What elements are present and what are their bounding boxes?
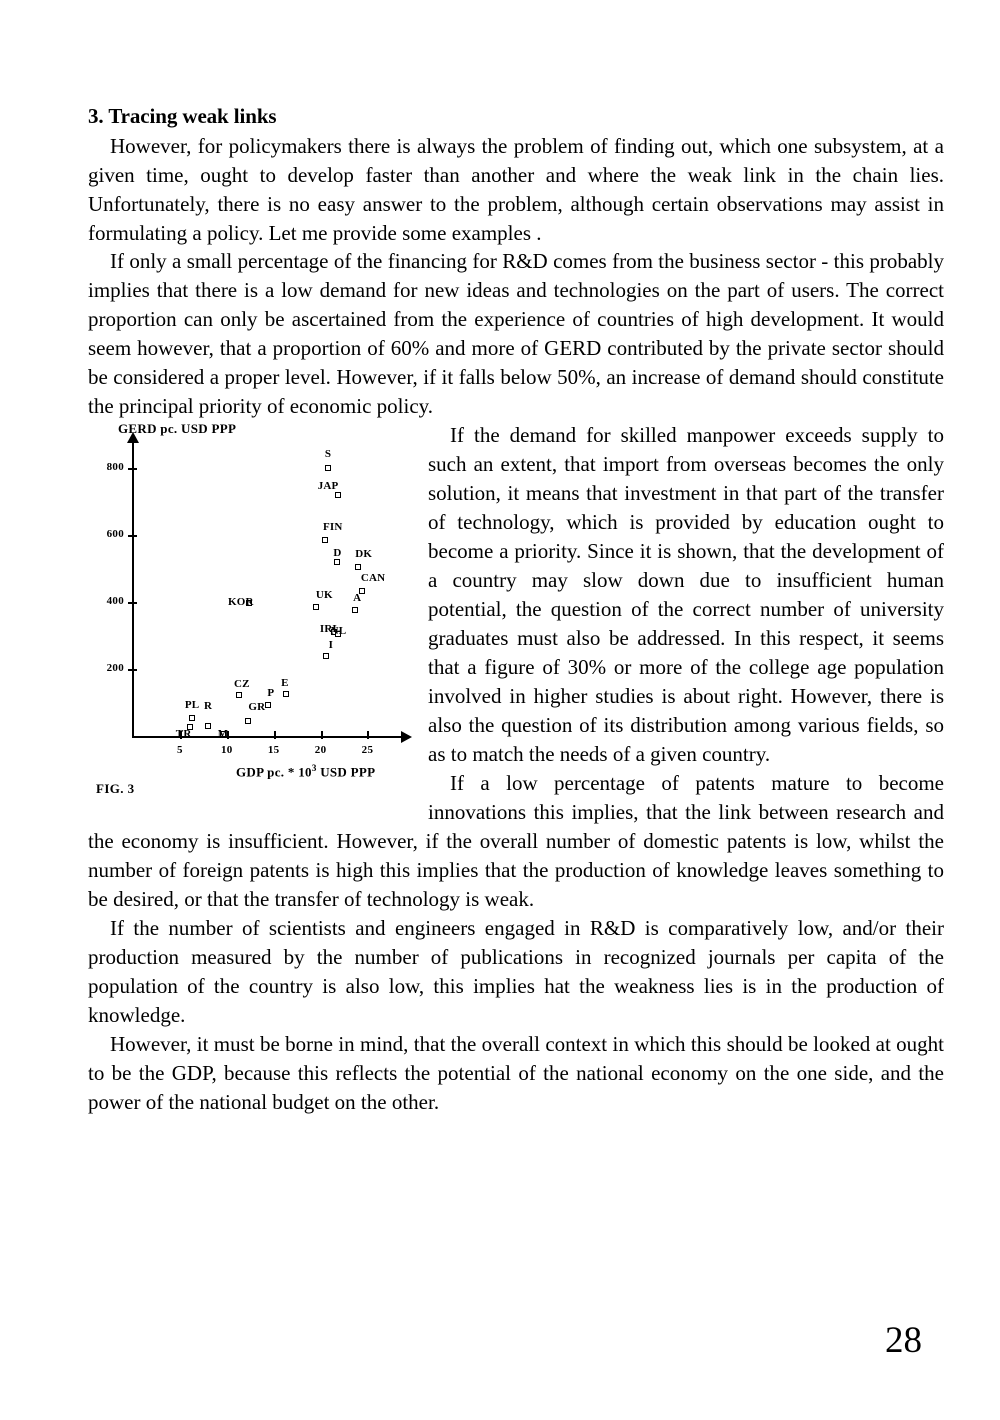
scatter-plot-area: 200 400 600 800 5 10 15 20 25 S JAP FIN D DK CAN UK A I… (107, 432, 412, 756)
data-point-dk (355, 564, 362, 570)
data-point-label-fin: FIN (322, 521, 343, 534)
y-tick-label: 600 (106, 528, 124, 541)
y-tick-600: 600 (107, 528, 137, 540)
page-number: 28 (885, 1320, 922, 1361)
data-point-tr (187, 723, 194, 730)
figure-3: GERD pc. USD PPP 200 400 600 800 5 10 15 20 25 … (88, 421, 418, 821)
paragraph-5: If the number of scientists and engineer… (88, 915, 944, 1027)
paragraph-6: However, it must be borne in mind, that … (88, 1031, 944, 1114)
data-point-fin (322, 536, 329, 543)
x-tick-label: 15 (267, 744, 280, 757)
x-axis-line (132, 736, 404, 739)
x-tick-25 (367, 731, 370, 740)
data-point-can (358, 588, 365, 595)
data-point-label-dk: DK (355, 547, 373, 560)
data-point-pl (189, 714, 196, 721)
data-point-a (352, 606, 359, 613)
x-axis-title-exponent: 3 (311, 763, 317, 774)
data-point-label-irl: IRL (319, 623, 341, 636)
data-point-label-m: M (217, 727, 229, 740)
data-point-uk (312, 604, 319, 611)
x-tick-20 (320, 731, 323, 740)
x-axis-title-suffix: USD PPP (316, 764, 376, 780)
y-axis-arrow-icon (127, 432, 139, 444)
y-tick-label: 400 (106, 595, 124, 608)
data-point-label-d: D (333, 547, 342, 560)
data-point-nl (335, 631, 342, 638)
y-tick-800: 800 (107, 461, 137, 473)
paragraph-3: If the demand for skilled manpower excee… (428, 423, 944, 766)
data-point-cz (235, 692, 242, 699)
data-point-label-p: P (267, 687, 275, 700)
data-point-i (323, 653, 330, 660)
figure-float-container: GERD pc. USD PPP 200 400 600 800 5 10 15 20 25 … (88, 421, 418, 821)
x-tick-15 (273, 731, 276, 740)
x-axis-title-prefix: GDP pc. * 10 (236, 764, 312, 780)
data-point-label-pl: PL (184, 699, 200, 712)
paragraph-2: If only a small percentage of the financ… (88, 249, 944, 419)
paragraph-1: However, for policymakers there is alway… (88, 133, 944, 245)
data-point-label-can: CAN (360, 571, 386, 584)
x-tick-label: 20 (314, 744, 327, 757)
y-tick-label: 800 (106, 461, 124, 474)
data-point-label-cz: CZ (233, 678, 250, 691)
x-axis-title: GDP pc. * 103 USD PPP (236, 763, 375, 780)
data-point-label-gr: GR (248, 701, 266, 714)
y-axis-line (132, 441, 134, 739)
y-tick-label: 200 (106, 662, 124, 675)
data-point-r (205, 723, 212, 730)
data-point-label-uk: UK (315, 588, 333, 601)
data-point-label-i: I (328, 639, 334, 652)
data-point-label-s: S (324, 447, 332, 460)
data-point-label-a: A (353, 591, 362, 604)
page-content: 3. Tracing weak links However, for polic… (88, 104, 944, 1117)
x-axis-arrow-icon (401, 731, 412, 744)
y-axis-title: GERD pc. USD PPP (118, 421, 237, 437)
data-point-e (282, 691, 289, 698)
x-tick-label: 5 (176, 744, 183, 757)
data-point-m (220, 731, 227, 738)
figure-caption: FIG. 3 (96, 781, 135, 797)
x-tick-5 (179, 731, 182, 740)
data-point-jap (335, 491, 342, 498)
x-tick-label: 10 (220, 744, 233, 757)
data-point-gr (245, 717, 252, 724)
x-tick-10 (226, 731, 229, 740)
x-tick-label: 25 (361, 744, 374, 757)
data-point-label-r: R (203, 700, 213, 713)
data-point-label-tr: TR (175, 727, 192, 740)
data-point-label-e: E (281, 676, 289, 689)
data-point-label-nl: NL (330, 625, 347, 638)
data-point-p (265, 701, 272, 708)
data-point-label-jap: JAP (317, 479, 339, 492)
data-point-kor (246, 600, 253, 607)
data-point-s (325, 465, 332, 472)
y-tick-400: 400 (107, 595, 137, 607)
page-title: 3. Tracing weak links (88, 104, 277, 128)
y-tick-200: 200 (107, 662, 137, 674)
data-point-label-kor: KOR (228, 596, 254, 609)
data-point-d (334, 559, 341, 566)
paragraph-4: If a low percentage of patents mature to… (88, 770, 944, 911)
